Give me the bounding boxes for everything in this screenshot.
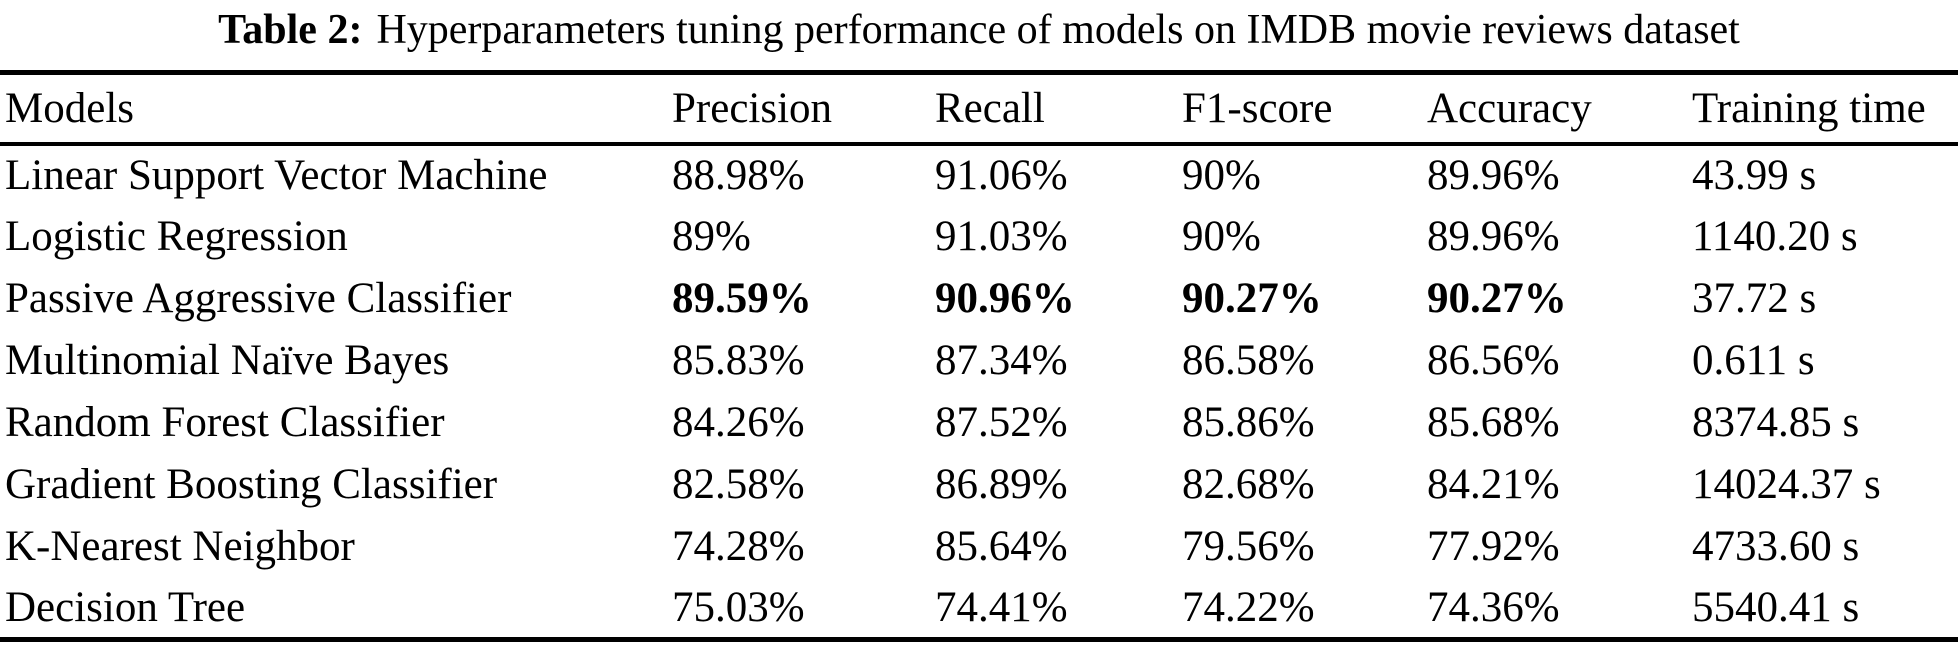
model-name-cell: Random Forest Classifier — [5, 399, 445, 446]
model-name-cell: Decision Tree — [5, 583, 246, 631]
precision-cell: 89.59% — [672, 275, 812, 322]
f1-score-cell: 85.86% — [1182, 399, 1315, 446]
precision-cell: 89% — [672, 213, 751, 260]
model-name-cell: Gradient Boosting Classifier — [5, 461, 498, 508]
training-time-cell: 0.611 s — [1692, 337, 1815, 384]
training-time-cell: 43.99 s — [1692, 152, 1817, 199]
column-header-f1-score: F1-score — [1182, 84, 1333, 132]
training-time-cell: 4733.60 s — [1692, 523, 1860, 570]
training-time-cell: 14024.37 s — [1692, 461, 1881, 508]
column-header-precision: Precision — [672, 84, 833, 132]
header-row: Models Precision Recall F1-score Accurac… — [0, 73, 1958, 144]
f1-score-cell: 90.27% — [1182, 275, 1322, 322]
table-row: Logistic Regression 89% 91.03% 90% 89.96… — [0, 206, 1958, 268]
table-caption: Table 2: Hyperparameters tuning performan… — [0, 0, 1958, 54]
training-time-cell: 1140.20 s — [1692, 213, 1858, 260]
recall-cell: 87.52% — [935, 399, 1068, 446]
accuracy-cell: 85.68% — [1427, 399, 1560, 446]
accuracy-cell: 84.21% — [1427, 461, 1560, 508]
table-row: Gradient Boosting Classifier 82.58% 86.8… — [0, 454, 1958, 516]
training-time-cell: 37.72 s — [1692, 275, 1817, 322]
recall-cell: 91.03% — [935, 213, 1068, 260]
f1-score-cell: 79.56% — [1182, 523, 1315, 570]
recall-cell: 90.96% — [935, 275, 1075, 322]
recall-cell: 91.06% — [935, 152, 1068, 199]
model-name-cell: Passive Aggressive Classifier — [5, 275, 512, 322]
column-header-training-time: Training time — [1692, 84, 1926, 132]
column-header-accuracy: Accuracy — [1427, 84, 1592, 132]
column-header-models: Models — [5, 84, 134, 132]
table-row: Linear Support Vector Machine 88.98% 91.… — [0, 144, 1958, 206]
table-row: Passive Aggressive Classifier 89.59% 90.… — [0, 268, 1958, 330]
model-name-cell: Multinomial Naïve Bayes — [5, 337, 450, 384]
precision-cell: 82.58% — [672, 461, 805, 508]
training-time-cell: 5540.41 s — [1692, 583, 1860, 631]
recall-cell: 85.64% — [935, 523, 1068, 570]
recall-cell: 87.34% — [935, 337, 1068, 384]
f1-score-cell: 82.68% — [1182, 461, 1315, 508]
column-header-recall: Recall — [935, 84, 1045, 132]
training-time-cell: 8374.85 s — [1692, 399, 1860, 446]
table-caption-label: Table 2: — [218, 7, 363, 53]
table-caption-text: Hyperparameters tuning performance of mo… — [376, 7, 1740, 53]
model-name-cell: K-Nearest Neighbor — [5, 523, 355, 570]
table-row: Decision Tree 75.03% 74.41% 74.22% 74.36… — [0, 578, 1958, 640]
precision-cell: 84.26% — [672, 399, 805, 446]
accuracy-cell: 77.92% — [1427, 523, 1560, 570]
precision-cell: 75.03% — [672, 583, 805, 631]
precision-cell: 85.83% — [672, 337, 805, 384]
table-row: K-Nearest Neighbor 74.28% 85.64% 79.56% … — [0, 516, 1958, 578]
table-row: Random Forest Classifier 84.26% 87.52% 8… — [0, 392, 1958, 454]
precision-cell: 88.98% — [672, 152, 805, 199]
precision-cell: 74.28% — [672, 523, 805, 570]
f1-score-cell: 74.22% — [1182, 583, 1315, 631]
recall-cell: 74.41% — [935, 583, 1068, 631]
model-name-cell: Logistic Regression — [5, 213, 348, 260]
f1-score-cell: 86.58% — [1182, 337, 1315, 384]
results-table: Models Precision Recall F1-score Accurac… — [0, 70, 1958, 642]
model-name-cell: Linear Support Vector Machine — [5, 152, 548, 199]
f1-score-cell: 90% — [1182, 152, 1261, 199]
accuracy-cell: 74.36% — [1427, 583, 1560, 631]
accuracy-cell: 89.96% — [1427, 152, 1560, 199]
accuracy-cell: 89.96% — [1427, 213, 1560, 260]
table-row: Multinomial Naïve Bayes 85.83% 87.34% 86… — [0, 330, 1958, 392]
accuracy-cell: 90.27% — [1427, 275, 1567, 322]
accuracy-cell: 86.56% — [1427, 337, 1560, 384]
recall-cell: 86.89% — [935, 461, 1068, 508]
f1-score-cell: 90% — [1182, 213, 1261, 260]
